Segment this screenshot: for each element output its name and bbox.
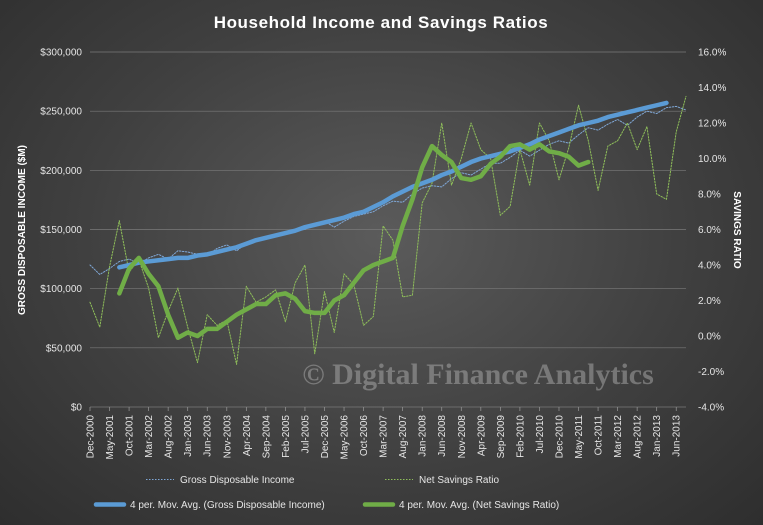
x-tick-label: Jan-2008	[418, 415, 429, 457]
x-tick-label: Feb-2010	[515, 415, 526, 458]
x-tick-label: Mar-2012	[613, 415, 624, 458]
y-left-tick-label: $150,000	[40, 225, 82, 236]
chart-title: Household Income and Savings Ratios	[214, 13, 549, 32]
legend: Gross Disposable Income Net Savings Ratio…	[93, 475, 559, 511]
x-tick-label: Aug-2007	[398, 415, 409, 459]
x-tick-label: Nov-2003	[222, 415, 233, 459]
x-tick-label: Jun-2013	[672, 415, 683, 457]
watermark-text: © Digital Finance Analytics	[302, 358, 654, 391]
y-right-tick-label: 2.0%	[698, 296, 721, 307]
x-tick-label: Dec-2005	[320, 415, 331, 459]
y-right-tick-label: 16.0%	[698, 48, 726, 59]
x-tick-label: Mar-2002	[144, 415, 155, 458]
x-tick-label: May-2011	[574, 415, 585, 459]
x-tick-label: Aug-2002	[164, 415, 175, 459]
x-tick-label: Mar-2007	[379, 415, 390, 458]
y-right-tick-label: 12.0%	[698, 119, 726, 130]
left-y-axis: $0 $50,000 $100,000 $150,000 $200,000 $250,00…	[40, 48, 82, 414]
grid-lines	[90, 51, 686, 408]
x-tick-label: Apr-2009	[476, 415, 487, 457]
legend-label: 4 per. Mov. Avg. (Gross Disposable Incom…	[130, 500, 325, 511]
x-tick-label: Sep-2009	[496, 415, 507, 459]
x-tick-label: Dec-2010	[554, 415, 565, 459]
y-left-tick-label: $50,000	[46, 343, 83, 354]
x-tick-label: Jan-2013	[652, 415, 663, 457]
x-tick-label: Jan-2003	[183, 415, 194, 457]
legend-label: Net Savings Ratio	[419, 475, 499, 486]
series-line-net-savings-ratio	[89, 95, 687, 365]
series-line-4-per-mov-avg-net-savings-ratio	[117, 142, 591, 341]
y-right-tick-label: 0.0%	[698, 332, 721, 343]
x-axis: Dec-2000 May-2001 Oct-2001 Mar-2002 Aug-2002…	[86, 407, 683, 459]
x-tick-label: Jul-2005	[300, 415, 311, 454]
y-left-tick-label: $100,000	[40, 284, 82, 295]
x-tick-label: Feb-2005	[281, 415, 292, 458]
x-tick-label: Jun-2008	[437, 415, 448, 457]
y-left-tick-label: $0	[71, 403, 83, 414]
x-tick-label: Jun-2003	[203, 415, 214, 457]
y-right-tick-label: -4.0%	[698, 403, 724, 414]
y-left-tick-label: $250,000	[40, 107, 82, 118]
y-left-axis-title: GROSS DISPOSABLE INCOME ($M)	[17, 145, 28, 315]
series-line-4-per-mov-avg-gross-disposable-income	[117, 100, 669, 270]
x-tick-label: Oct-2006	[359, 415, 370, 457]
legend-label: 4 per. Mov. Avg. (Net Savings Ratio)	[399, 500, 559, 511]
y-right-tick-label: 6.0%	[698, 225, 721, 236]
x-tick-label: Nov-2008	[457, 415, 468, 459]
y-left-tick-label: $300,000	[40, 48, 82, 59]
right-y-axis: -4.0% -2.0% 0.0% 2.0% 4.0% 6.0% 8.0% 10.0% 12.0%…	[698, 48, 726, 414]
legend-label: Gross Disposable Income	[180, 475, 295, 486]
y-right-tick-label: 14.0%	[698, 83, 726, 94]
y-right-tick-label: 4.0%	[698, 261, 721, 272]
x-tick-label: Oct-2011	[594, 415, 605, 456]
y-right-tick-label: -2.0%	[698, 367, 724, 378]
x-tick-label: Dec-2000	[86, 415, 97, 459]
x-tick-label: Jul-2010	[535, 415, 546, 454]
x-tick-label: Aug-2012	[633, 415, 644, 459]
x-tick-label: Sep-2004	[261, 415, 272, 459]
y-right-tick-label: 10.0%	[698, 154, 726, 165]
y-right-tick-label: 8.0%	[698, 190, 721, 201]
x-tick-label: Oct-2001	[125, 415, 136, 457]
series-line-gross-disposable-income	[89, 105, 687, 275]
y-right-axis-title: SAVINGS RATIO	[731, 191, 742, 269]
x-tick-label: Apr-2004	[242, 415, 253, 457]
x-tick-label: May-2006	[340, 415, 351, 460]
y-left-tick-label: $200,000	[40, 166, 82, 177]
series-layer	[89, 95, 687, 365]
x-tick-label: May-2001	[105, 415, 116, 460]
